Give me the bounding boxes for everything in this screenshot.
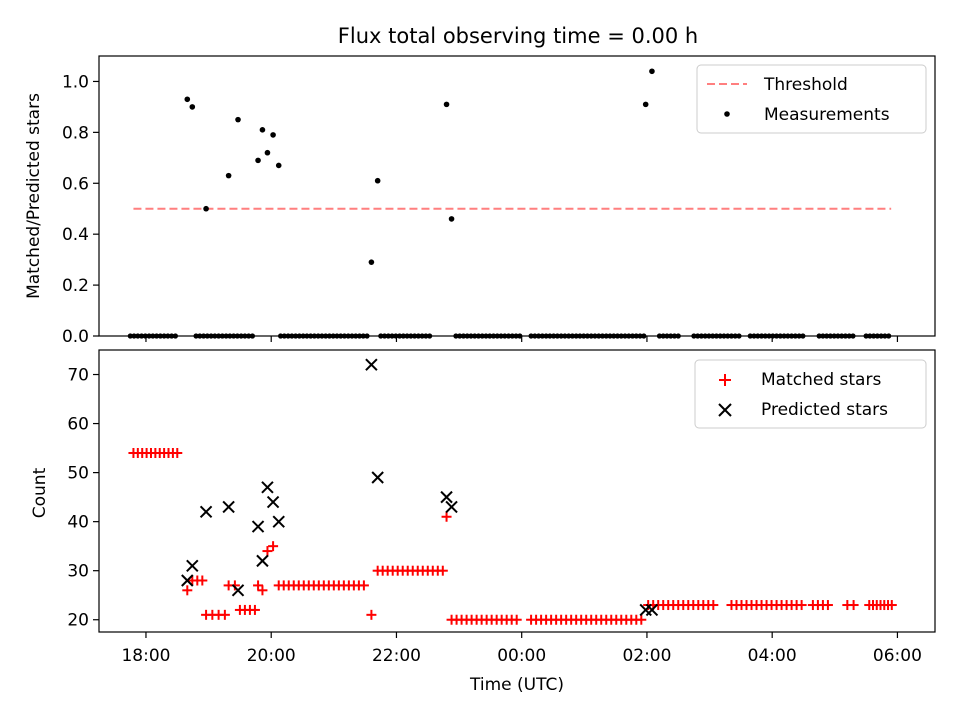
matched-star-point [511, 614, 522, 625]
matched-star-point [268, 541, 279, 552]
predicted-star-point [199, 505, 213, 519]
measurement-point [255, 157, 261, 164]
bottom-y-tick-label: 40 [67, 513, 89, 533]
matched-star-point [796, 600, 807, 611]
measurement-point [448, 216, 455, 222]
x-tick-label: 04:00 [748, 646, 797, 666]
x-tick-label: 06:00 [873, 646, 922, 666]
measurement-point [259, 127, 266, 133]
matched-star-point [182, 585, 193, 596]
bottom-panel: Count Time (UTC) 20 30 40 50 60 70 18:00 20:00… [30, 349, 936, 695]
predicted-star-point [371, 471, 384, 484]
x-axis-label: Time (UTC) [469, 675, 564, 695]
top-y-axis-label: Matched/Predicted stars [24, 93, 44, 299]
bottom-plot-area [128, 358, 897, 625]
top-y-tick-label: 0.4 [62, 225, 89, 245]
matched-star-point [848, 600, 859, 611]
measurement-point [374, 177, 381, 184]
matched-star-point [437, 565, 448, 576]
top-y-tick-label: 0.8 [62, 123, 89, 143]
measurement-point [189, 104, 196, 110]
matched-star-point [249, 604, 260, 615]
matched-star-point [366, 609, 377, 620]
measurement-point [184, 96, 191, 103]
predicted-star-point [256, 554, 269, 568]
x-tick-label: 18:00 [121, 646, 170, 666]
top-y-tick-label: 1.0 [62, 72, 89, 92]
predicted-star-point [222, 500, 235, 514]
measurement-point [642, 101, 649, 108]
matched-star-point [358, 580, 369, 591]
matched-star-point [172, 447, 183, 458]
matched-star-point [636, 614, 647, 625]
measurement-point [275, 162, 282, 169]
x-tick-label: 22:00 [372, 646, 421, 666]
measurement-point [225, 172, 232, 179]
bottom-y-tick-label: 50 [67, 464, 89, 484]
predicted-star-point [251, 520, 265, 533]
predicted-star-point [186, 559, 199, 572]
matched-star-point [219, 609, 230, 620]
predicted-star-point [272, 515, 285, 528]
predicted-star-point [645, 603, 659, 617]
predicted-star-point [365, 358, 378, 371]
measurement-point [203, 205, 209, 212]
legend-matched-label: Matched stars [761, 370, 881, 390]
matched-star-point [441, 511, 452, 522]
top-chart-title: Flux total observing time = 0.00 h [338, 24, 698, 48]
bottom-y-axis-label: Count [30, 467, 50, 518]
legend-threshold-label: Threshold [763, 75, 848, 95]
matched-star-point [708, 600, 719, 611]
x-tick-label: 00:00 [497, 646, 546, 666]
measurement-point [443, 101, 450, 108]
matched-star-point [822, 600, 833, 611]
bottom-legend: Matched stars Predicted stars [694, 359, 927, 429]
bottom-x-ticks: 18:00 20:00 22:00 00:00 02:00 04:00 06:00 [121, 632, 922, 666]
matched-star-point [886, 600, 897, 611]
matched-star-point [253, 580, 264, 591]
x-tick-label: 02:00 [622, 646, 671, 666]
bottom-y-tick-label: 20 [67, 611, 89, 631]
predicted-star-point [261, 481, 274, 494]
predicted-star-point [181, 574, 194, 587]
measurement-point [264, 149, 271, 156]
top-y-tick-label: 0.2 [62, 276, 89, 296]
measurement-point [235, 116, 241, 123]
top-y-ticks: 0.0 0.2 0.4 0.6 0.8 1.0 [62, 72, 99, 347]
top-panel: Flux total observing time = 0.00 h Match… [24, 24, 936, 347]
legend-matched-swatch [719, 374, 731, 386]
bottom-y-ticks: 20 30 40 50 60 70 [67, 366, 99, 631]
legend-measurements-label: Measurements [764, 105, 890, 125]
predicted-star-point [445, 500, 458, 514]
matched-star-point [197, 575, 208, 586]
bottom-axes-frame [98, 349, 936, 633]
predicted-star-point [231, 584, 245, 597]
top-legend-box [696, 64, 927, 134]
top-axes-frame [98, 55, 936, 337]
top-y-tick-label: 0.0 [62, 327, 89, 347]
top-legend: Threshold Measurements [696, 64, 927, 134]
bottom-y-tick-label: 60 [67, 415, 89, 435]
measurement-point [270, 132, 276, 138]
matched-star-point [262, 546, 273, 557]
legend-predicted-swatch [718, 403, 732, 417]
top-y-tick-label: 0.6 [62, 174, 89, 194]
legend-measurements-swatch [724, 111, 730, 117]
bottom-y-tick-label: 30 [67, 562, 89, 582]
x-tick-label: 20:00 [247, 646, 296, 666]
legend-predicted-label: Predicted stars [761, 400, 888, 420]
matched-star-point [257, 585, 268, 596]
measurement-point [368, 259, 375, 265]
measurement-point [649, 68, 655, 75]
bottom-y-tick-label: 70 [67, 366, 89, 386]
predicted-star-point [440, 490, 453, 504]
matched-star-point [229, 580, 240, 591]
predicted-star-point [266, 495, 280, 509]
bottom-legend-box [694, 359, 927, 429]
